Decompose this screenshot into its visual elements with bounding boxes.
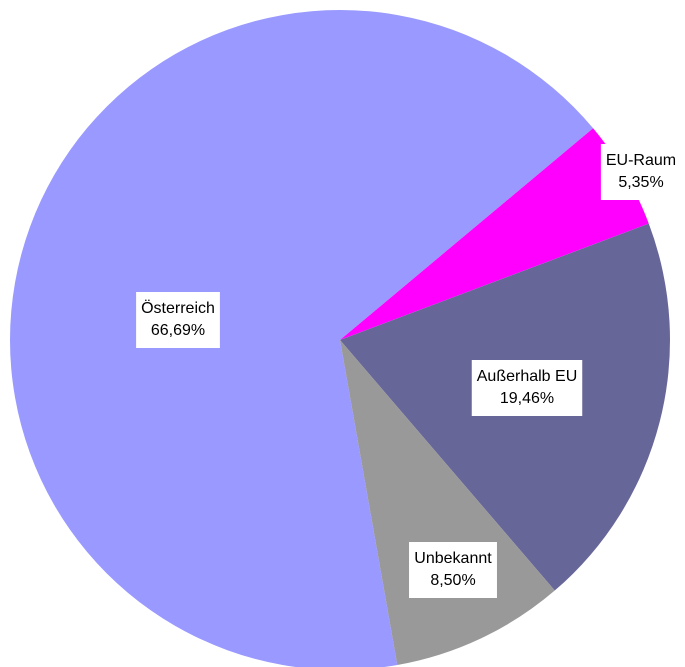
slice-label: Unbekannt 8,50%	[409, 542, 497, 598]
slice-label: Österreich 66,69%	[136, 292, 220, 348]
label-name: Außerhalb EU	[477, 368, 578, 385]
slice-label: EU-Raum 5,35%	[600, 144, 682, 200]
label-value: 8,50%	[430, 572, 475, 589]
slice-label: Außerhalb EU 19,46%	[471, 360, 583, 416]
pie-slice	[10, 10, 594, 667]
label-name: Österreich	[141, 299, 215, 317]
label-value: 19,46%	[500, 390, 554, 407]
pie-slice	[340, 340, 555, 665]
label-box	[471, 360, 583, 416]
label-name: EU-Raum	[606, 152, 676, 169]
label-value: 66,69%	[151, 322, 205, 339]
label-box	[600, 144, 682, 200]
label-box	[136, 292, 220, 348]
label-box	[409, 542, 497, 598]
label-name: Unbekannt	[414, 550, 492, 567]
label-value: 5,35%	[618, 174, 663, 191]
pie-slice	[340, 128, 649, 340]
